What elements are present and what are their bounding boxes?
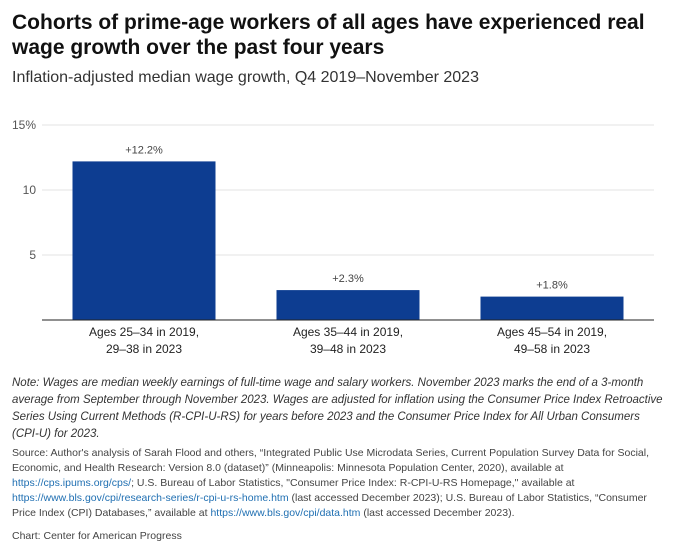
bar	[480, 296, 624, 320]
bar	[72, 161, 216, 320]
chart-note: Note: Wages are median weekly earnings o…	[12, 377, 663, 440]
chart-subtitle: Inflation-adjusted median wage growth, Q…	[12, 69, 479, 86]
bar-chart: 5 10 15% +12.2% Ages 25–34 in 2019, 29–38 in…	[12, 118, 654, 356]
chart-source: Source: Author's analysis of Sarah Flood…	[12, 446, 664, 521]
y-tick-label: 10	[23, 183, 37, 197]
chart-title: Cohorts of prime-age workers of all ages…	[12, 11, 645, 59]
data-label: +2.3%	[332, 273, 364, 285]
source-text-4: (last accessed December 2023).	[360, 507, 515, 519]
data-label: +12.2%	[125, 144, 163, 156]
x-tick-label: 39–48 in 2023	[310, 342, 386, 356]
bar	[276, 290, 420, 320]
x-tick-label: Ages 25–34 in 2019,	[89, 325, 199, 339]
source-link-bls-rcpi[interactable]: https://www.bls.gov/cpi/research-series/…	[12, 492, 289, 504]
source-text-3: (last accessed December 2023); U.S. Bure…	[12, 492, 647, 519]
y-tick-label: 5	[29, 248, 36, 262]
source-text-2: ; U.S. Bureau of Labor Statistics, "Cons…	[131, 477, 575, 489]
x-tick-label: 29–38 in 2023	[106, 342, 182, 356]
source-link-ipums[interactable]: https://cps.ipums.org/cps/	[12, 477, 132, 489]
source-text-1: Source: Author's analysis of Sarah Flood…	[12, 447, 649, 474]
chart-credit: Chart: Center for American Progress	[12, 530, 182, 542]
x-tick-label: 49–58 in 2023	[514, 342, 590, 356]
x-tick-label: Ages 35–44 in 2019,	[293, 325, 403, 339]
y-tick-label: 15%	[12, 118, 36, 132]
data-label: +1.8%	[536, 280, 568, 292]
x-tick-label: Ages 45–54 in 2019,	[497, 325, 607, 339]
source-link-bls-cpi[interactable]: https://www.bls.gov/cpi/data.htm	[210, 507, 361, 519]
